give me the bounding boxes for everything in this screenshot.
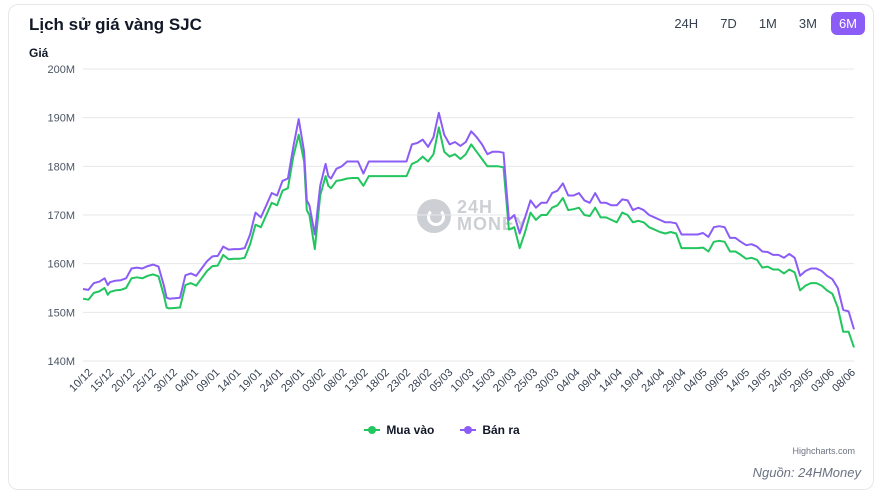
x-tick-label: 20/12 — [110, 367, 138, 395]
y-tick-label: 150M — [47, 307, 75, 319]
x-tick-label: 18/02 — [364, 367, 392, 395]
x-tick-label: 15/03 — [470, 367, 498, 395]
data-source: Nguồn: 24HMoney — [752, 465, 861, 480]
x-tick-label: 10/12 — [67, 367, 95, 395]
watermark-line1: 24H — [457, 197, 494, 217]
x-tick-label: 14/04 — [597, 367, 625, 395]
x-tick-label: 20/03 — [491, 367, 519, 395]
range-1m-button[interactable]: 1M — [751, 12, 785, 35]
x-tick-label: 05/03 — [427, 367, 455, 395]
y-tick-label: 160M — [47, 259, 75, 271]
x-tick-label: 19/04 — [618, 367, 646, 395]
y-tick-label: 190M — [47, 113, 75, 125]
y-tick-label: 140M — [47, 356, 75, 368]
x-axis-ticks: 10/1215/1220/1225/1230/1204/0109/0114/01… — [67, 367, 858, 395]
x-tick-label: 04/05 — [682, 367, 710, 395]
x-tick-label: 04/04 — [555, 367, 583, 395]
x-tick-label: 25/12 — [131, 367, 159, 395]
grid-lines — [83, 68, 854, 362]
legend-buy-label: Mua vào — [386, 423, 435, 437]
x-tick-label: 15/12 — [88, 367, 116, 395]
series-line-sell[interactable] — [82, 111, 855, 330]
x-tick-label: 14/05 — [724, 367, 752, 395]
chart-title: Lịch sử giá vàng SJC — [29, 15, 202, 34]
y-axis-title: Giá — [29, 46, 49, 60]
range-3m-button[interactable]: 3M — [791, 12, 825, 35]
x-tick-label: 24/05 — [767, 367, 795, 395]
legend-buy-symbol-icon — [364, 425, 381, 435]
x-tick-label: 03/02 — [300, 367, 328, 395]
chart-credits[interactable]: Highcharts.com — [792, 446, 855, 456]
x-tick-label: 09/05 — [703, 367, 731, 395]
x-tick-label: 24/01 — [258, 367, 286, 395]
range-6m-button[interactable]: 6M — [830, 12, 865, 35]
x-tick-label: 04/01 — [173, 367, 201, 395]
legend-sell-label: Bán ra — [482, 423, 520, 437]
x-tick-label: 19/05 — [745, 367, 773, 395]
x-tick-label: 14/01 — [216, 367, 244, 395]
chart-legend: Mua vào Bán ra — [9, 423, 875, 437]
x-tick-label: 30/03 — [533, 367, 561, 395]
x-tick-label: 23/02 — [385, 367, 413, 395]
x-tick-label: 10/03 — [449, 367, 477, 395]
y-tick-label: 180M — [47, 161, 75, 173]
x-tick-label: 30/12 — [152, 367, 180, 395]
range-24h-button[interactable]: 24H — [666, 12, 706, 35]
x-tick-label: 09/04 — [576, 367, 604, 395]
legend-item-sell[interactable]: Bán ra — [460, 423, 520, 437]
x-tick-label: 08/06 — [830, 367, 858, 395]
y-tick-label: 170M — [47, 210, 75, 222]
legend-item-buy[interactable]: Mua vào — [364, 423, 434, 437]
x-tick-label: 25/03 — [512, 367, 540, 395]
range-7d-button[interactable]: 7D — [712, 12, 745, 35]
legend-sell-symbol-icon — [460, 425, 477, 435]
x-tick-label: 24/04 — [639, 367, 667, 395]
x-tick-label: 29/01 — [279, 367, 307, 395]
y-tick-label: 200M — [47, 64, 75, 76]
y-axis-ticks: 140M 150M 160M 170M 180M 190M 200M — [47, 64, 75, 368]
x-tick-label: 13/02 — [343, 367, 371, 395]
x-tick-label: 29/04 — [661, 367, 689, 395]
time-range-selector: 24H 7D 1M 3M 6M — [666, 12, 865, 35]
x-tick-label: 09/01 — [194, 367, 222, 395]
x-tick-label: 08/02 — [322, 367, 350, 395]
series-lines — [82, 111, 855, 348]
x-tick-label: 28/02 — [406, 367, 434, 395]
chart-card: Lịch sử giá vàng SJC 24H 7D 1M 3M 6M Giá… — [8, 4, 874, 490]
x-tick-label: 19/01 — [237, 367, 265, 395]
watermark-logo-icon — [417, 199, 451, 233]
x-tick-label: 29/05 — [788, 367, 816, 395]
x-tick-label: 03/06 — [809, 367, 837, 395]
series-line-buy[interactable] — [82, 126, 855, 348]
